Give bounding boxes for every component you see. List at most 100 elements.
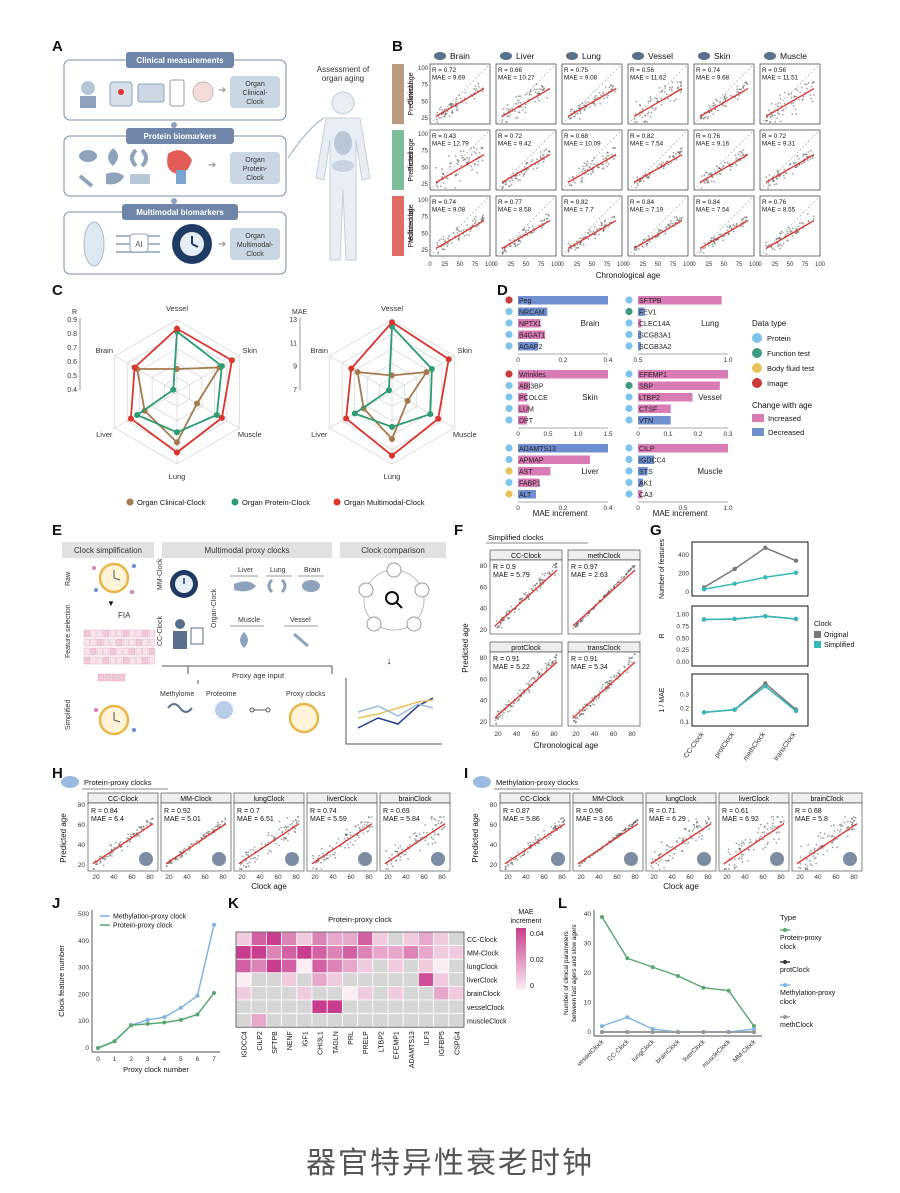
series-point [752,1030,756,1034]
stat-r: R = 0.66 [498,67,522,74]
scatter-point [681,850,683,853]
scatter-point [247,865,250,868]
xtick: 60 [420,874,428,881]
scatter-point [763,826,766,829]
scatter-point [804,153,806,156]
xtick: 100 [617,262,628,268]
scatter-point [800,221,803,224]
scatter-point [695,839,697,842]
scatter-point [549,573,552,576]
scatter-point [545,148,548,151]
scatter-point [602,91,605,94]
scatter-point [770,116,773,118]
scatter-point [604,685,607,688]
scatter-point [670,88,673,90]
scatter-point [630,568,633,570]
scatter-point [636,176,639,179]
scatter-point [545,837,548,840]
scatter-point [712,104,715,107]
scatter-point [531,225,534,228]
scatter-point [570,117,573,119]
heatmap-cell [402,1013,419,1028]
scatter-point [245,851,248,853]
heatmap-cell [342,972,359,987]
feature-cell [96,656,103,665]
scatter-point [680,218,683,221]
scatter-point [582,713,584,715]
scatter-point [720,233,722,236]
scatter-point [658,87,661,89]
scatter-point [831,846,834,849]
scatter-point [552,564,555,566]
scatter-point [743,216,746,219]
scatter-point [441,248,444,251]
scatter-point [782,174,785,177]
scatter-point [292,820,294,823]
feature-cell [109,638,116,647]
bar-xtick: 0.2 [558,505,567,512]
scatter-point [775,832,778,834]
scatter-point [701,175,704,177]
heatmap-cell [311,945,328,960]
fit-line [238,823,300,865]
scatter-point [663,866,665,869]
stat-r: R = 0.84 [91,808,118,815]
dtype-dot [625,370,633,378]
scatter-point [529,683,531,686]
scatter-point [666,160,669,163]
bar-xtick: 0 [516,505,520,512]
xtick: 50 [721,262,728,268]
scatter-point [555,565,558,568]
scatter-point [668,88,671,91]
heatmap-title: Protein-proxy clock [328,915,392,924]
scatter-point [98,856,101,859]
scatter-point [610,84,612,87]
svg-text:Organ-Clock: Organ-Clock [211,588,218,628]
ytick: 500 [78,911,89,918]
scatter-point [736,88,739,91]
scatter-point [188,849,191,852]
scatter-point [281,830,284,833]
series-point [195,1012,200,1017]
scatter-point [779,237,781,240]
scatter-point [536,589,539,592]
bar-label: AST [519,469,533,476]
xtick: 60 [686,874,694,881]
scatter-point [634,113,637,115]
scatter-point [680,82,682,85]
bar [518,444,608,453]
scatter-point [522,173,525,176]
scatter-point [704,171,707,174]
scatter-point [670,220,672,223]
heatmap-cell [235,999,252,1015]
scatter-point [732,230,735,233]
scatter-point [584,169,586,172]
dtype-dot [505,307,513,316]
scatter-point [442,235,445,238]
scatter-point [769,184,772,187]
scatter-point [673,100,675,102]
scatter-point [424,824,427,826]
scatter-point [607,163,610,165]
ytick: 50 [421,165,428,171]
scatter-point [660,104,663,106]
scatter-point [464,91,467,94]
scatter-point [761,831,764,834]
scatter-point [391,865,394,868]
scatter-point [777,172,780,175]
scatter-point [696,825,699,827]
scatter-point [729,853,731,856]
scatter-point [174,858,177,861]
scatter-point [591,159,594,162]
xtick: 100 [815,262,826,268]
scatter-point [519,689,521,692]
scatter-point [312,867,314,870]
scatter-point [645,244,648,247]
scatter-point [517,235,520,238]
scatter-point [718,233,721,236]
legend-tick: 0.02 [530,957,544,964]
scatter-point [765,832,768,835]
series-point [212,991,216,996]
